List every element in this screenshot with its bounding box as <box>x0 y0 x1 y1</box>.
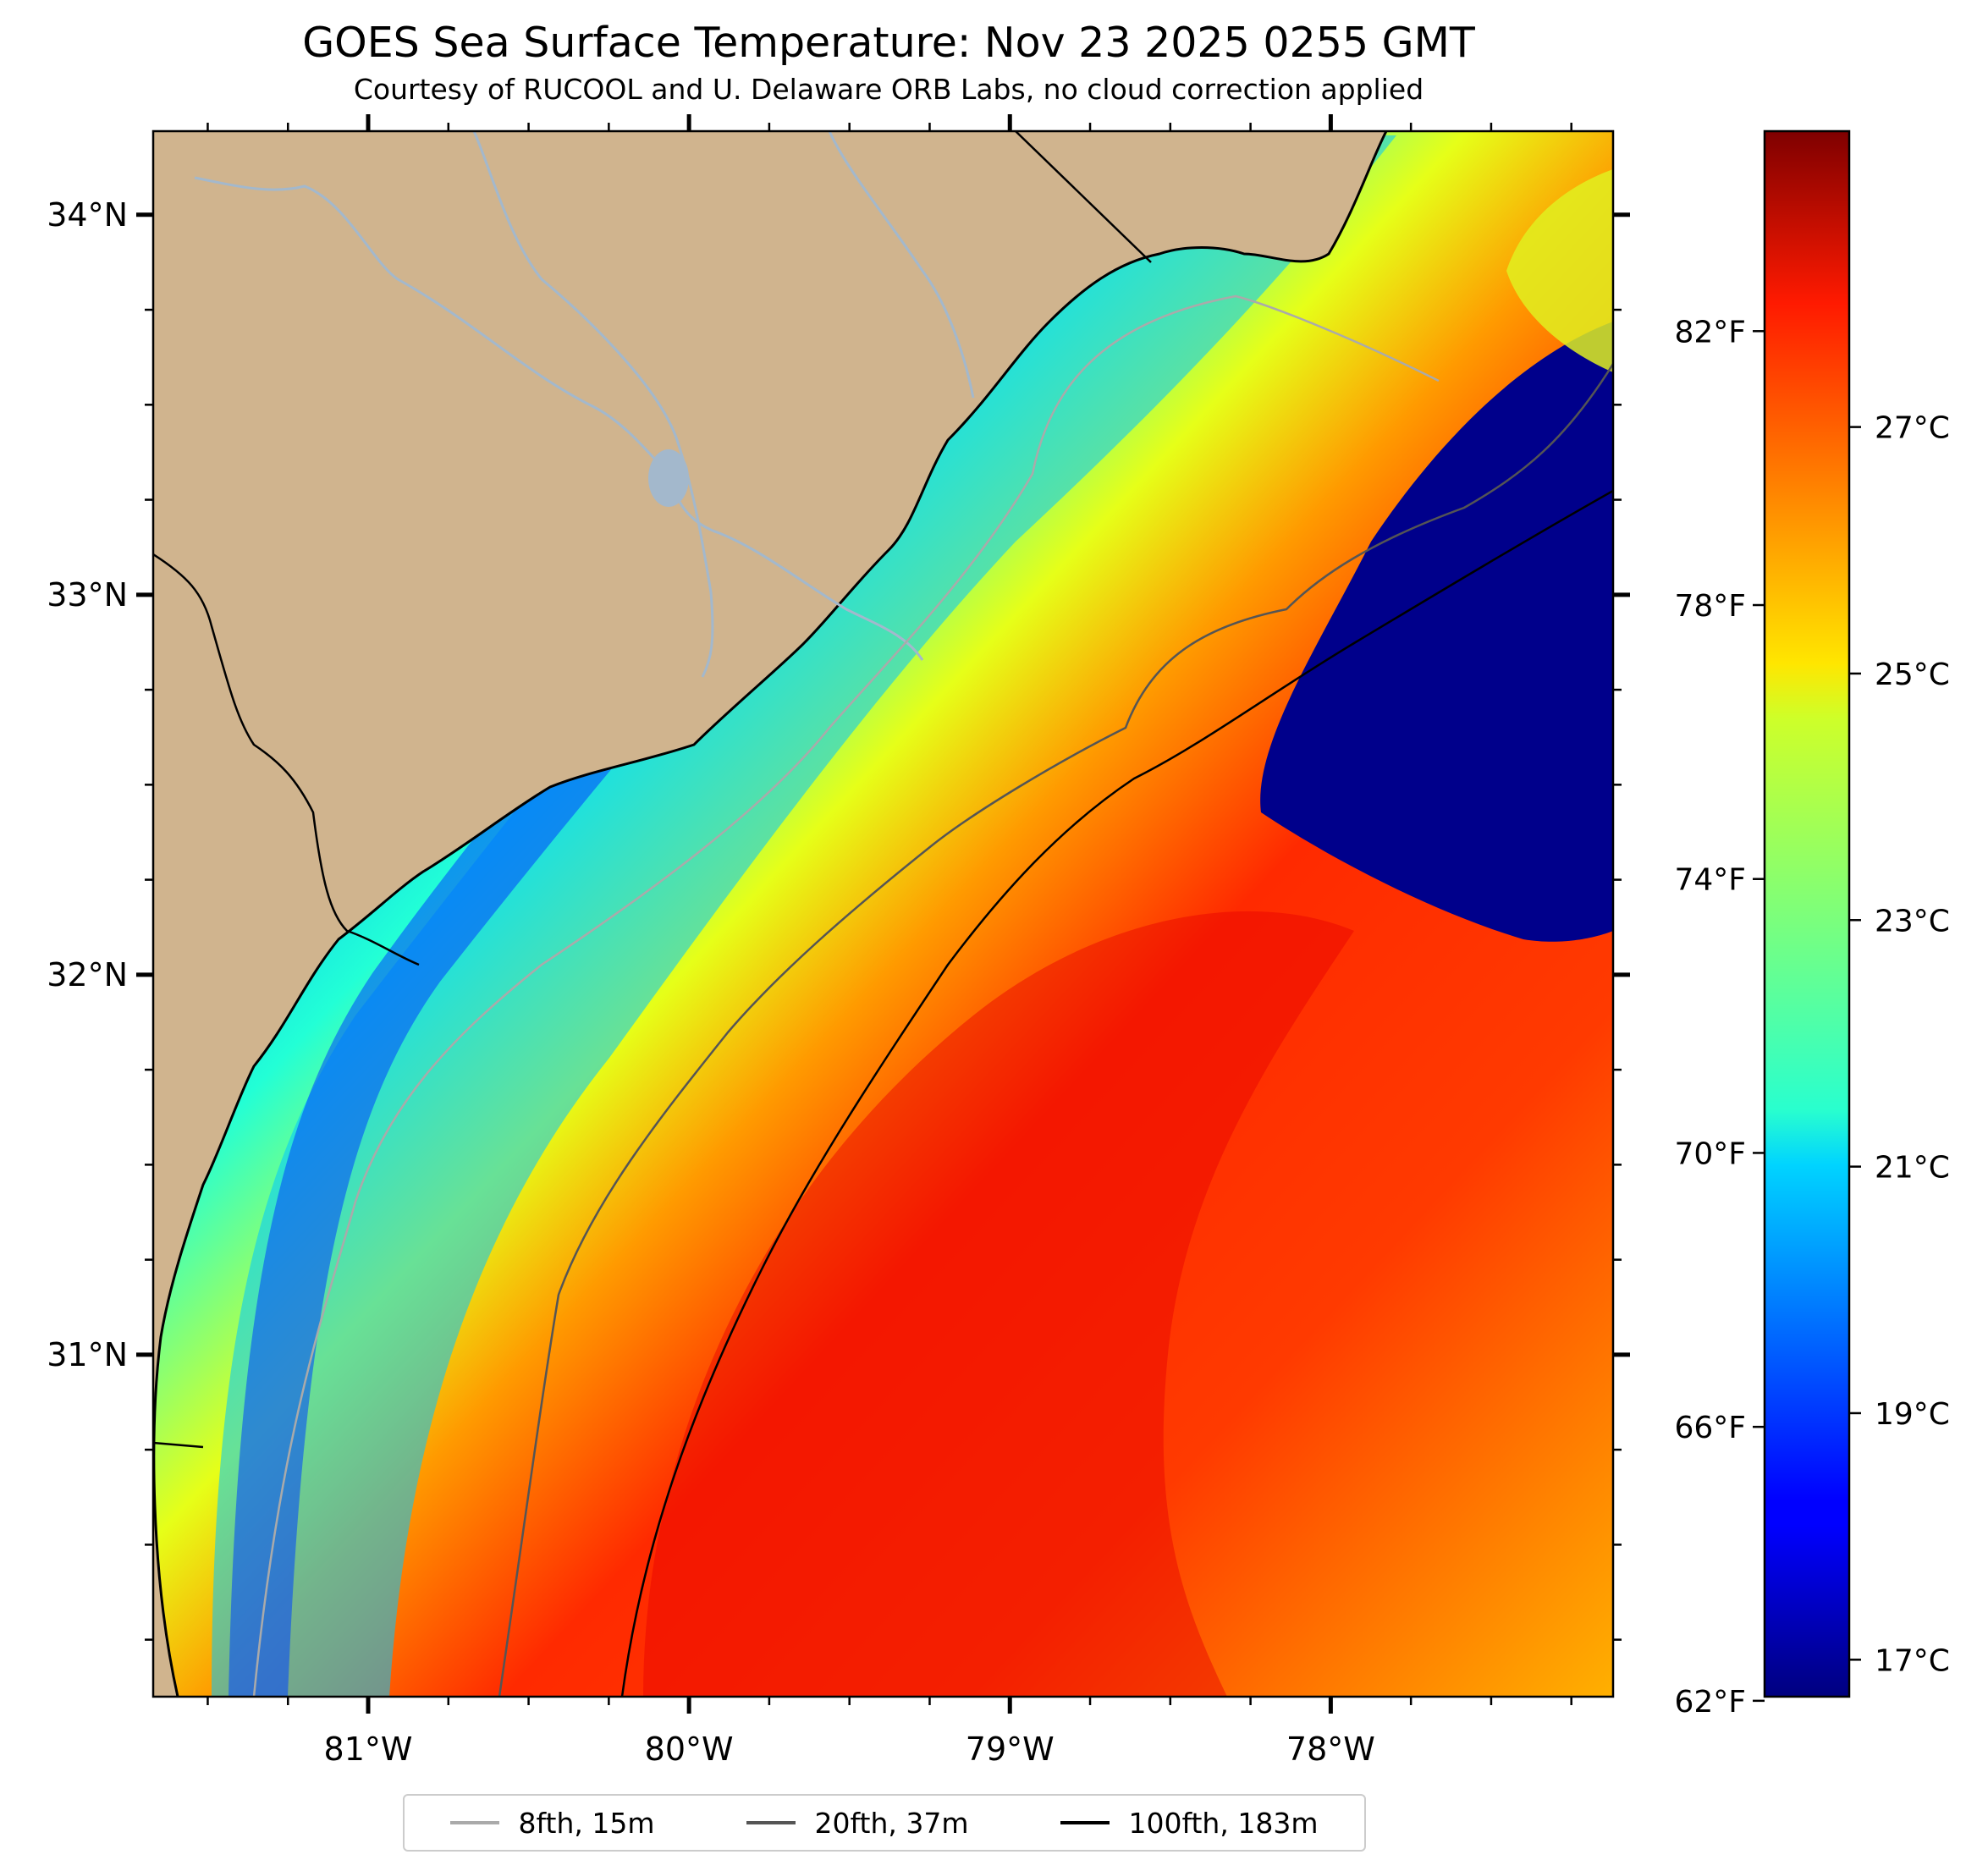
river-santee <box>472 131 714 678</box>
fahrenheit-tick-label: 62°F <box>1674 1685 1746 1720</box>
celsius-tick-label: 17°C <box>1875 1643 1950 1678</box>
celsius-tick-label: 19°C <box>1875 1397 1950 1432</box>
lat-tick-label: 34°N <box>47 196 128 234</box>
lake-marion <box>648 449 689 507</box>
legend-label-20fth: 20fth, 37m <box>814 1806 969 1840</box>
map-frame <box>151 129 1615 1698</box>
fahrenheit-tick-label: 74°F <box>1674 863 1746 898</box>
state-border-sc-ga <box>153 553 420 966</box>
celsius-tick-label: 21°C <box>1875 1151 1950 1186</box>
state-border-nc-sc <box>1015 131 1152 263</box>
celsius-tick-label: 27°C <box>1875 411 1950 446</box>
land-mass <box>153 131 1386 1697</box>
river-waccamaw <box>828 131 975 399</box>
isobath-100fth <box>620 489 1613 1697</box>
legend-swatch-100fth <box>1060 1821 1110 1824</box>
state-border-ga-fl <box>153 1441 204 1449</box>
lat-tick-label: 32°N <box>47 956 128 993</box>
legend-swatch-20fth <box>746 1821 796 1824</box>
isobath-legend: 8fth, 15m 20fth, 37m 100fth, 183m <box>403 1794 1366 1852</box>
isobath-20fth <box>498 363 1613 1697</box>
offshore-warm-filament <box>1506 169 1613 372</box>
lon-tick-label: 80°W <box>645 1731 734 1768</box>
gulf-stream-warm-core <box>643 911 1354 1697</box>
celsius-tick-label: 25°C <box>1875 658 1950 692</box>
lon-tick-label: 81°W <box>324 1731 413 1768</box>
legend-item-8fth: 8fth, 15m <box>450 1806 655 1840</box>
nearshore-cold-water <box>229 135 1202 1697</box>
fahrenheit-tick-label: 66°F <box>1674 1411 1746 1445</box>
lon-tick-label: 79°W <box>966 1731 1055 1768</box>
legend-item-20fth: 20fth, 37m <box>746 1807 968 1840</box>
celsius-tick-label: 23°C <box>1875 904 1950 938</box>
river-pee-dee <box>194 176 924 661</box>
legend-label-8fth: 8fth, 15m <box>518 1806 655 1840</box>
lat-tick-label: 33°N <box>47 576 128 614</box>
lat-tick-label: 31°N <box>47 1336 128 1373</box>
legend-item-100fth: 100fth, 183m <box>1060 1807 1318 1840</box>
chart-subtitle: Courtesy of RUCOOL and U. Delaware ORB L… <box>353 73 1424 106</box>
lon-tick-label: 78°W <box>1286 1731 1375 1768</box>
fahrenheit-tick-label: 70°F <box>1674 1136 1746 1171</box>
legend-label-100fth: 100fth, 183m <box>1128 1806 1319 1840</box>
isobath-8fth <box>252 294 1440 1697</box>
chart-title: GOES Sea Surface Temperature: Nov 23 202… <box>302 19 1475 67</box>
colorbar <box>1763 129 1851 1698</box>
fahrenheit-tick-label: 78°F <box>1674 589 1746 624</box>
fahrenheit-tick-label: 82°F <box>1674 315 1746 349</box>
coastline <box>153 131 1388 1697</box>
offshore-cold-patch <box>1260 322 1613 942</box>
map-axes: 34°N 33°N 32°N 31°N 81°W 80°W 79°W 78°W <box>47 114 1630 1768</box>
colorbar-ticks: 27°C 25°C 23°C 21°C 19°C 17°C 82°F 78°F 74°F 70°F… <box>1674 315 1949 1720</box>
legend-swatch-8fth <box>450 1821 500 1824</box>
